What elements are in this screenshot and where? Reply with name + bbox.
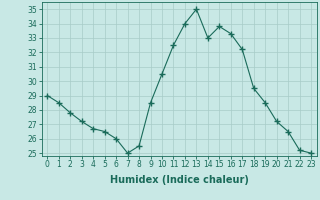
X-axis label: Humidex (Indice chaleur): Humidex (Indice chaleur) [110, 175, 249, 185]
